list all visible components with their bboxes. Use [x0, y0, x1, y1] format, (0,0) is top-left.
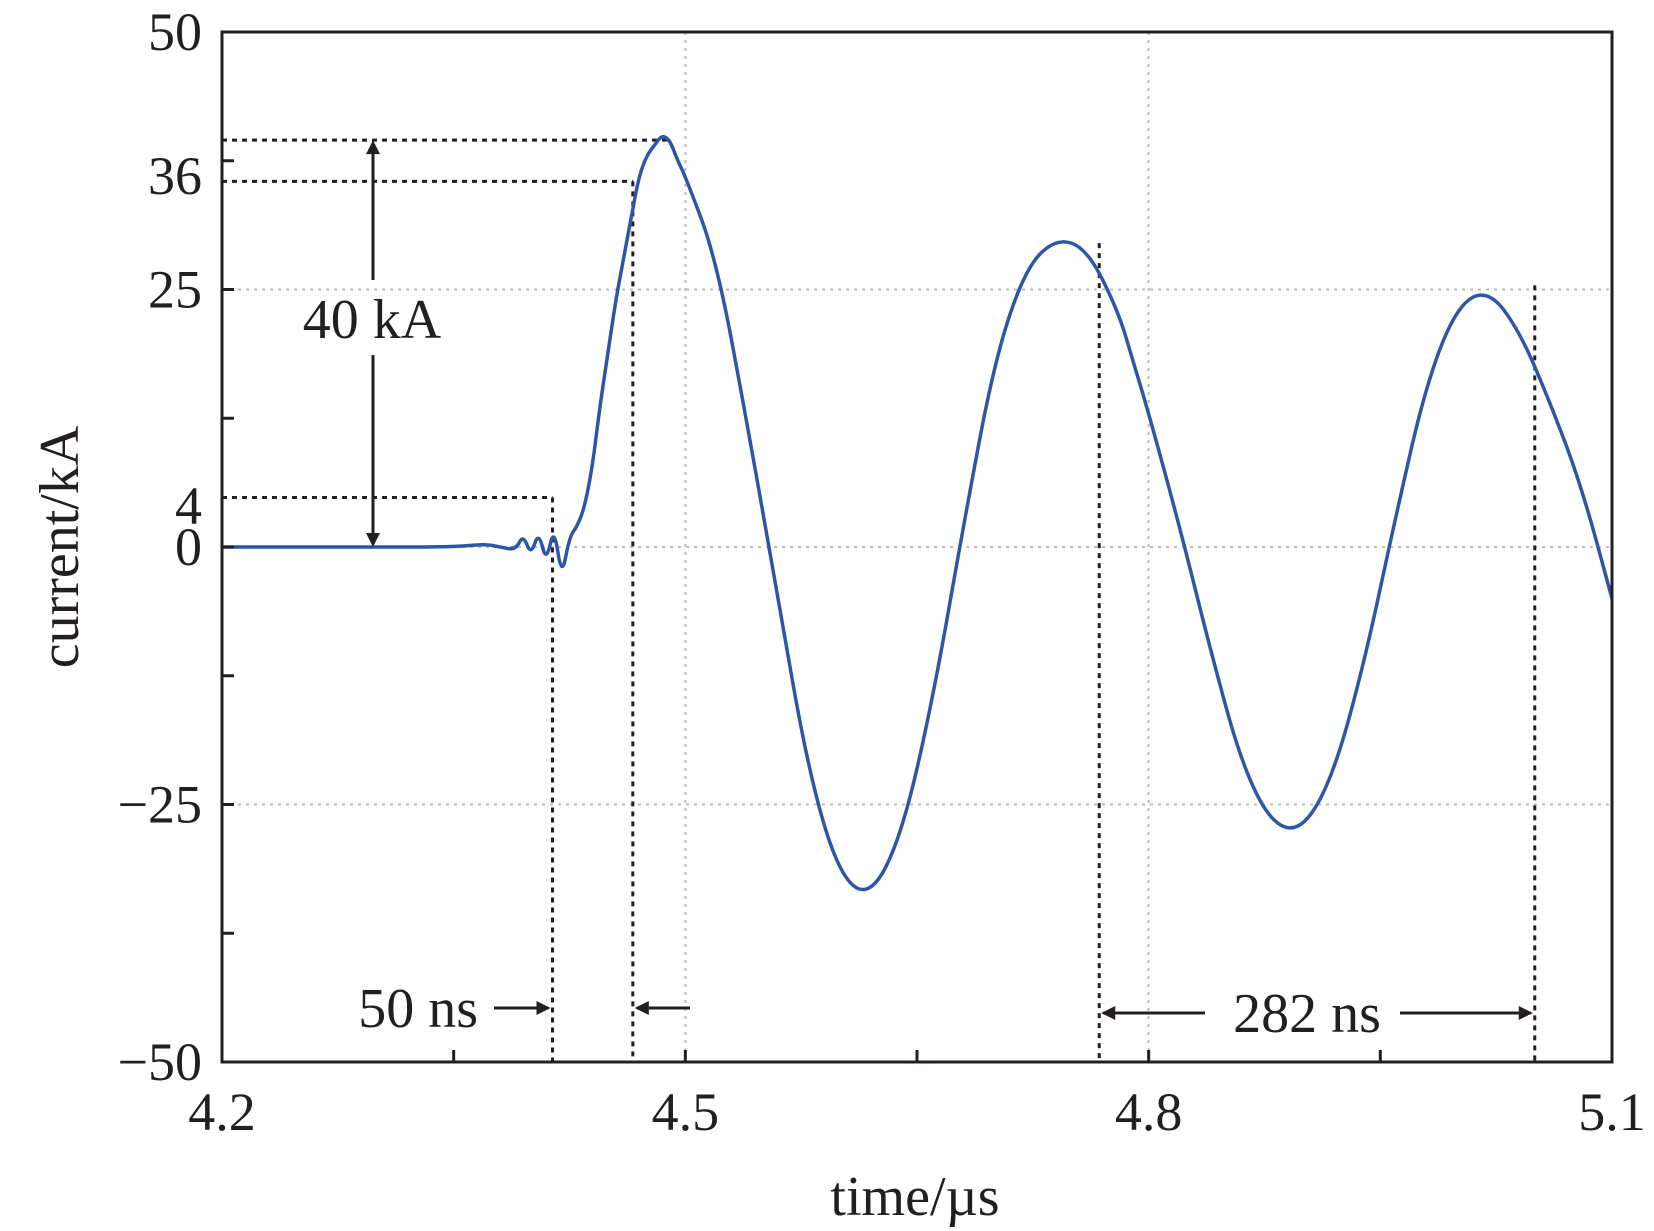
arrow-head — [1101, 1006, 1116, 1020]
reference-dashed-lines — [222, 138, 1537, 1062]
arrow-head — [536, 1001, 551, 1015]
x-tick-label: 5.1 — [1578, 1082, 1646, 1142]
annotations: 40 kA 50 ns 282 ns — [303, 140, 1533, 1045]
y-tick-label: −50 — [118, 1032, 202, 1092]
y-axis-title: current/kA — [29, 425, 91, 668]
y-tick-label: 25 — [148, 260, 202, 320]
x-tick-label: 4.2 — [188, 1082, 256, 1142]
current-waveform-line — [222, 134, 1614, 892]
y-tick-label: 50 — [148, 2, 202, 62]
x-tick-label: 4.5 — [652, 1082, 720, 1142]
y-tick-label: −25 — [118, 775, 202, 835]
axis-ticks — [220, 30, 1614, 1064]
span-label-40ka: 40 kA — [303, 289, 442, 351]
arrow-head — [366, 140, 380, 155]
x-tick-labels: 4.2 4.5 4.8 5.1 — [188, 1082, 1646, 1142]
x-axis-title: time/µs — [830, 1166, 999, 1228]
y-tick-label: 36 — [148, 146, 202, 206]
y-tick-label: 4 — [175, 476, 202, 536]
duration-label-282ns: 282 ns — [1233, 983, 1381, 1045]
y-tick-label: 0 — [175, 517, 202, 577]
duration-label-50ns: 50 ns — [358, 978, 478, 1040]
arrow-head — [366, 533, 380, 547]
gridlines — [222, 32, 1612, 1062]
x-tick-label: 4.8 — [1115, 1082, 1183, 1142]
arrow-head — [634, 1001, 649, 1015]
arrow-head — [1518, 1006, 1533, 1020]
y-tick-labels: −50 −25 04 25 36 50 — [118, 2, 202, 1092]
